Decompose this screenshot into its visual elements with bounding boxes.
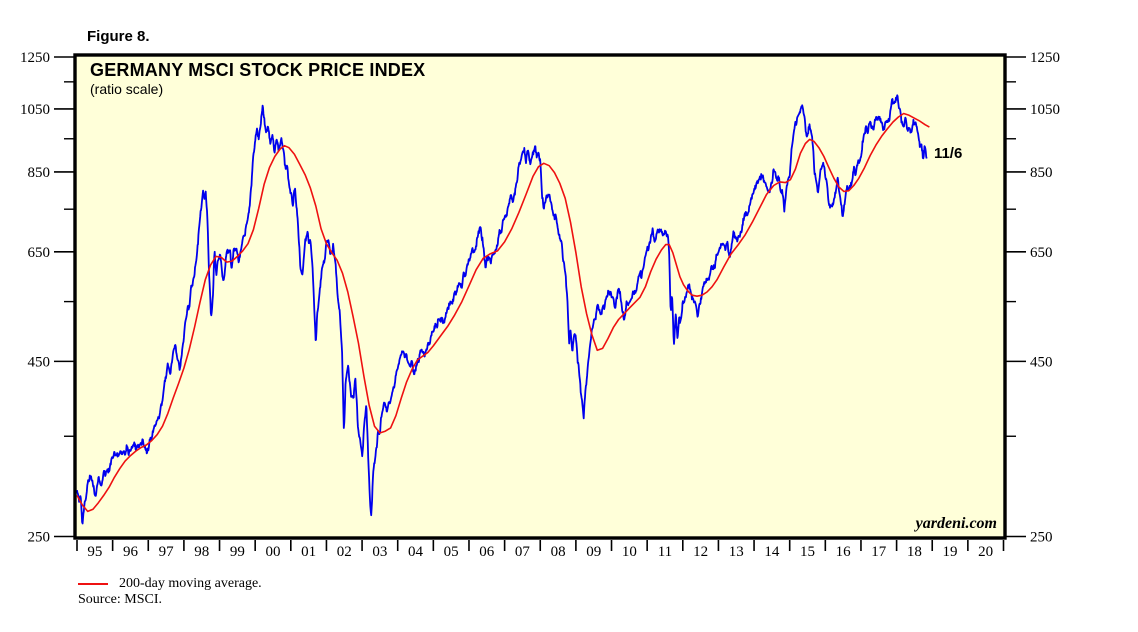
y-tick-label-left: 450 <box>28 354 51 370</box>
price-line <box>76 94 928 525</box>
plot-frame <box>73 53 1007 540</box>
x-tick-label: 02 <box>337 544 352 560</box>
ma-legend-label: 200-day moving average. <box>119 576 262 591</box>
x-tick-label: 96 <box>123 544 139 560</box>
x-tick-label: 07 <box>515 544 531 560</box>
x-tick-label: 99 <box>230 544 245 560</box>
x-tick-label: 98 <box>194 544 209 560</box>
x-tick-label: 00 <box>265 544 280 560</box>
x-tick-label: 20 <box>978 544 993 560</box>
x-tick-label: 11 <box>658 544 672 560</box>
y-tick-label-right: 1250 <box>1030 50 1060 66</box>
x-tick-label: 13 <box>729 544 744 560</box>
y-tick-label-right: 250 <box>1030 530 1053 546</box>
source-note: Source: MSCI. <box>78 592 162 607</box>
x-tick-label: 14 <box>764 544 780 560</box>
chart-subtitle: (ratio scale) <box>90 81 164 97</box>
y-tick-label-right: 850 <box>1030 165 1053 181</box>
x-tick-label: 16 <box>836 544 852 560</box>
x-tick-label: 01 <box>301 544 316 560</box>
x-tick-label: 06 <box>479 544 495 560</box>
x-tick-label: 15 <box>800 544 815 560</box>
plot-background <box>75 55 1005 538</box>
x-tick-label: 10 <box>622 544 637 560</box>
watermark-yardeni: yardeni.com <box>915 515 997 532</box>
x-tick-label: 05 <box>444 544 459 560</box>
x-tick-label: 12 <box>693 544 708 560</box>
x-tick-label: 17 <box>871 544 887 560</box>
x-tick-label: 18 <box>907 544 922 560</box>
y-tick-label-left: 250 <box>28 530 51 546</box>
x-tick-label: 09 <box>586 544 601 560</box>
y-axes: 1250 1250 1050 1050 850 850 650 650 450 450 250 250 <box>20 50 1060 546</box>
chart-title: GERMANY MSCI STOCK PRICE INDEX <box>90 60 426 80</box>
last-date-annotation: 11/6 <box>934 145 962 162</box>
x-tick-label: 03 <box>372 544 387 560</box>
x-tick-label: 95 <box>87 544 102 560</box>
x-tick-label: 04 <box>408 544 424 560</box>
y-tick-label-left: 650 <box>28 245 51 261</box>
y-tick-label-right: 650 <box>1030 245 1053 261</box>
legend: 200-day moving average. <box>78 576 262 592</box>
y-tick-label-right: 450 <box>1030 354 1053 370</box>
figure-label: Figure 8. <box>87 28 150 45</box>
x-tick-label: 19 <box>943 544 958 560</box>
y-tick-label-right: 1050 <box>1030 102 1060 118</box>
x-tick-label: 97 <box>159 544 175 560</box>
ma-legend-swatch-line <box>78 583 108 585</box>
y-tick-label-left: 1250 <box>20 50 50 66</box>
x-axis: 95 96 97 98 99 00 01 02 03 04 05 06 07 08 09 10 11 12 13 14… <box>76 540 1005 560</box>
series-group <box>76 94 930 525</box>
y-tick-label-left: 1050 <box>20 102 50 118</box>
x-tick-label: 08 <box>551 544 566 560</box>
y-tick-label-left: 850 <box>28 165 51 181</box>
moving-average-line <box>76 112 930 513</box>
